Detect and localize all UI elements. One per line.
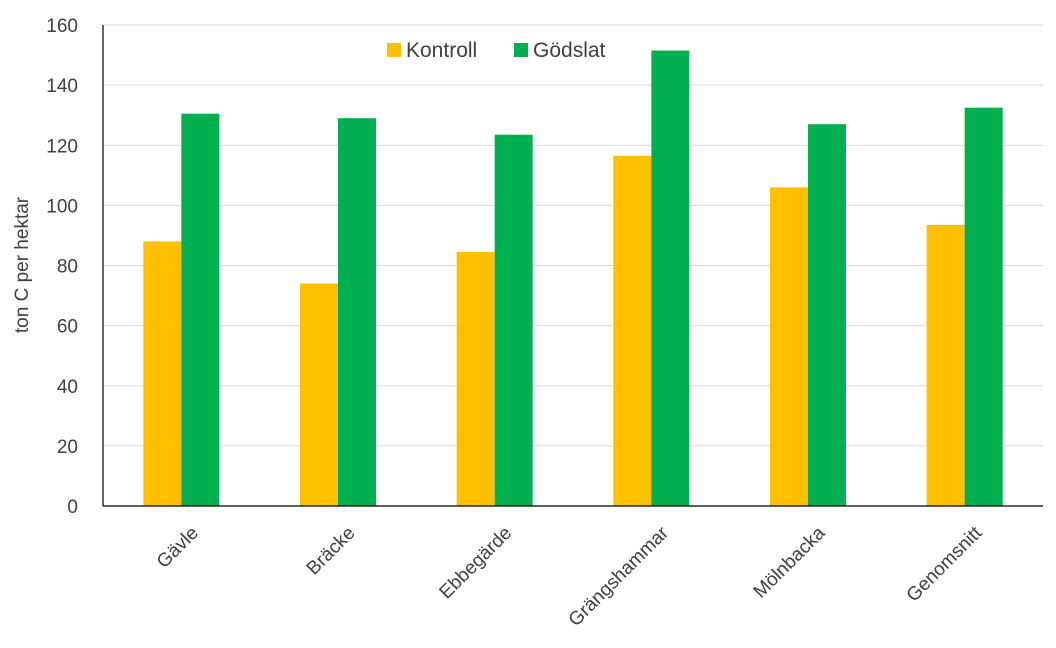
legend-label: Gödslat	[533, 39, 606, 62]
y-tick-label: 100	[46, 196, 78, 217]
y-tick-label: 160	[46, 16, 78, 37]
bar-g-dslat-3	[494, 134, 533, 506]
legend-label: Kontroll	[406, 39, 477, 62]
y-tick-label: 20	[57, 437, 78, 458]
axes	[102, 25, 1043, 507]
x-tick-label: Ebbegärde	[436, 523, 517, 604]
x-tick-label: Mölnbacka	[750, 522, 830, 602]
y-tick-label: 120	[46, 136, 78, 157]
bar-kontroll-4	[613, 155, 652, 506]
bar-kontroll-2	[300, 283, 338, 506]
bar-g-dslat-4	[651, 50, 690, 506]
bar-g-dslat-2	[338, 118, 376, 506]
x-tick-label: Grängshammar	[565, 522, 674, 631]
legend: Kontroll Gödslat	[387, 39, 606, 62]
y-tick-labels: 0 20 40 60 80 100 120 140 160	[46, 16, 78, 518]
bar-kontroll-6	[926, 224, 965, 506]
legend-swatch-g-dslat	[514, 43, 528, 57]
y-axis-title: ton C per hektar	[12, 196, 33, 333]
bar-g-dslat-6	[964, 107, 1003, 506]
y-tick-label: 0	[67, 497, 78, 518]
legend-swatch-kontroll	[387, 43, 401, 57]
y-tick-label: 40	[57, 377, 78, 398]
x-tick-labels: Gävle Bräcke Ebbegärde Grängshammar Mölnback…	[153, 522, 987, 631]
bars	[143, 50, 1003, 507]
y-tick-label: 140	[46, 76, 78, 97]
bar-kontroll-5	[770, 187, 808, 506]
bar-kontroll-3	[456, 251, 495, 506]
bar-g-dslat-5	[808, 124, 846, 507]
bar-g-dslat-1	[181, 113, 220, 506]
x-tick-label: Bräcke	[303, 523, 360, 580]
x-tick-label: Genomsnitt	[903, 522, 987, 606]
y-tick-label: 60	[57, 317, 78, 338]
gridlines	[103, 24, 1043, 447]
bar-kontroll-1	[143, 241, 182, 506]
x-tick-label: Gävle	[153, 523, 203, 573]
y-tick-label: 80	[57, 257, 78, 278]
